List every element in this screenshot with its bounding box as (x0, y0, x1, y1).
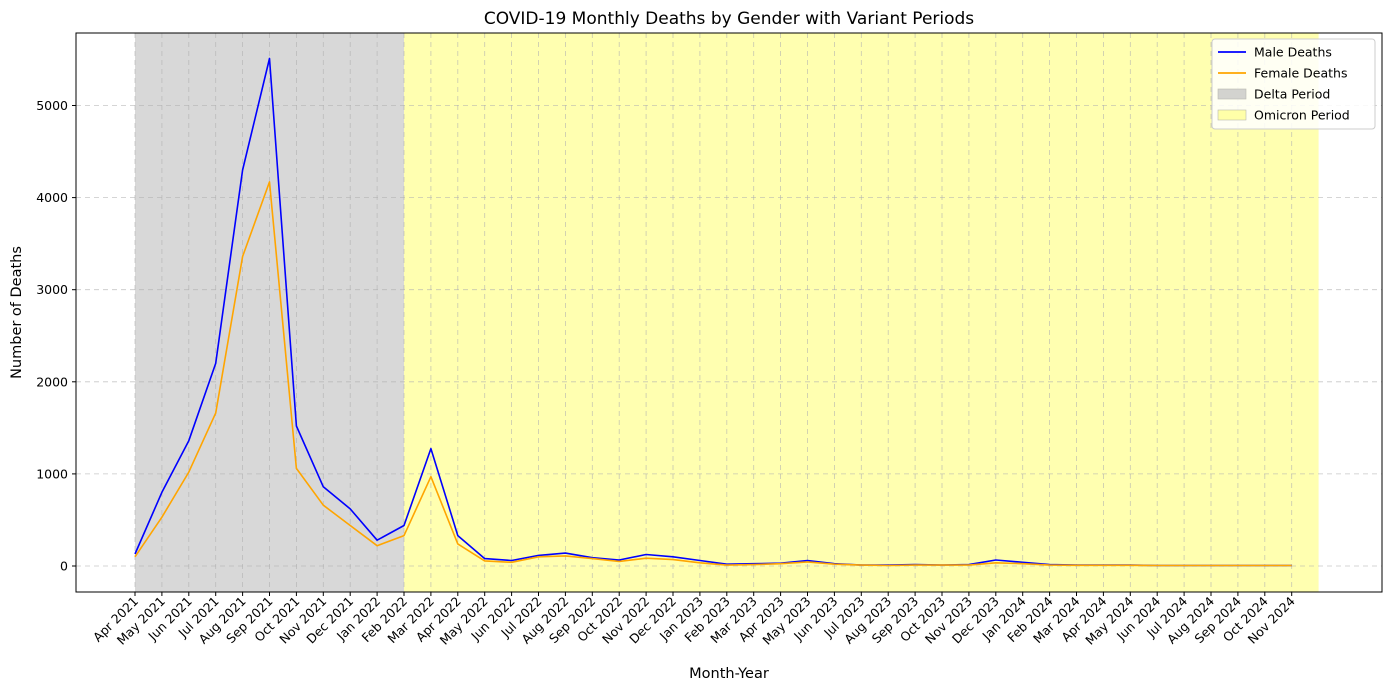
y-tick-label: 5000 (36, 98, 68, 113)
legend: Male Deaths Female Deaths Delta Period Omic… (1211, 38, 1376, 130)
series-lines (134, 57, 1292, 567)
legend-swatch-delta-period (1217, 88, 1247, 100)
series-line-female-deaths (134, 181, 1292, 567)
legend-swatch-omicron-period (1217, 109, 1247, 121)
legend-label: Delta Period (1254, 87, 1330, 102)
legend-label: Female Deaths (1254, 66, 1347, 81)
legend-label: Omicron Period (1254, 108, 1350, 123)
grid-lines (76, 33, 1382, 592)
y-tick-label: 4000 (36, 190, 68, 205)
y-axis-title: Number of Deaths (9, 246, 25, 379)
plot-frame (75, 32, 1383, 593)
x-axis-title: Month-Year (689, 666, 769, 682)
y-tick-label: 1000 (36, 466, 68, 481)
y-tick-label: 2000 (36, 374, 68, 389)
legend-box (1211, 38, 1376, 130)
y-tick-label: 3000 (36, 282, 68, 297)
y-tick-label: 0 (60, 559, 68, 574)
y-axis-ticks: 0 1000 2000 3000 4000 5000 (36, 98, 76, 574)
legend-label: Male Deaths (1254, 45, 1332, 60)
chart-title: COVID-19 Monthly Deaths by Gender with V… (484, 9, 974, 29)
